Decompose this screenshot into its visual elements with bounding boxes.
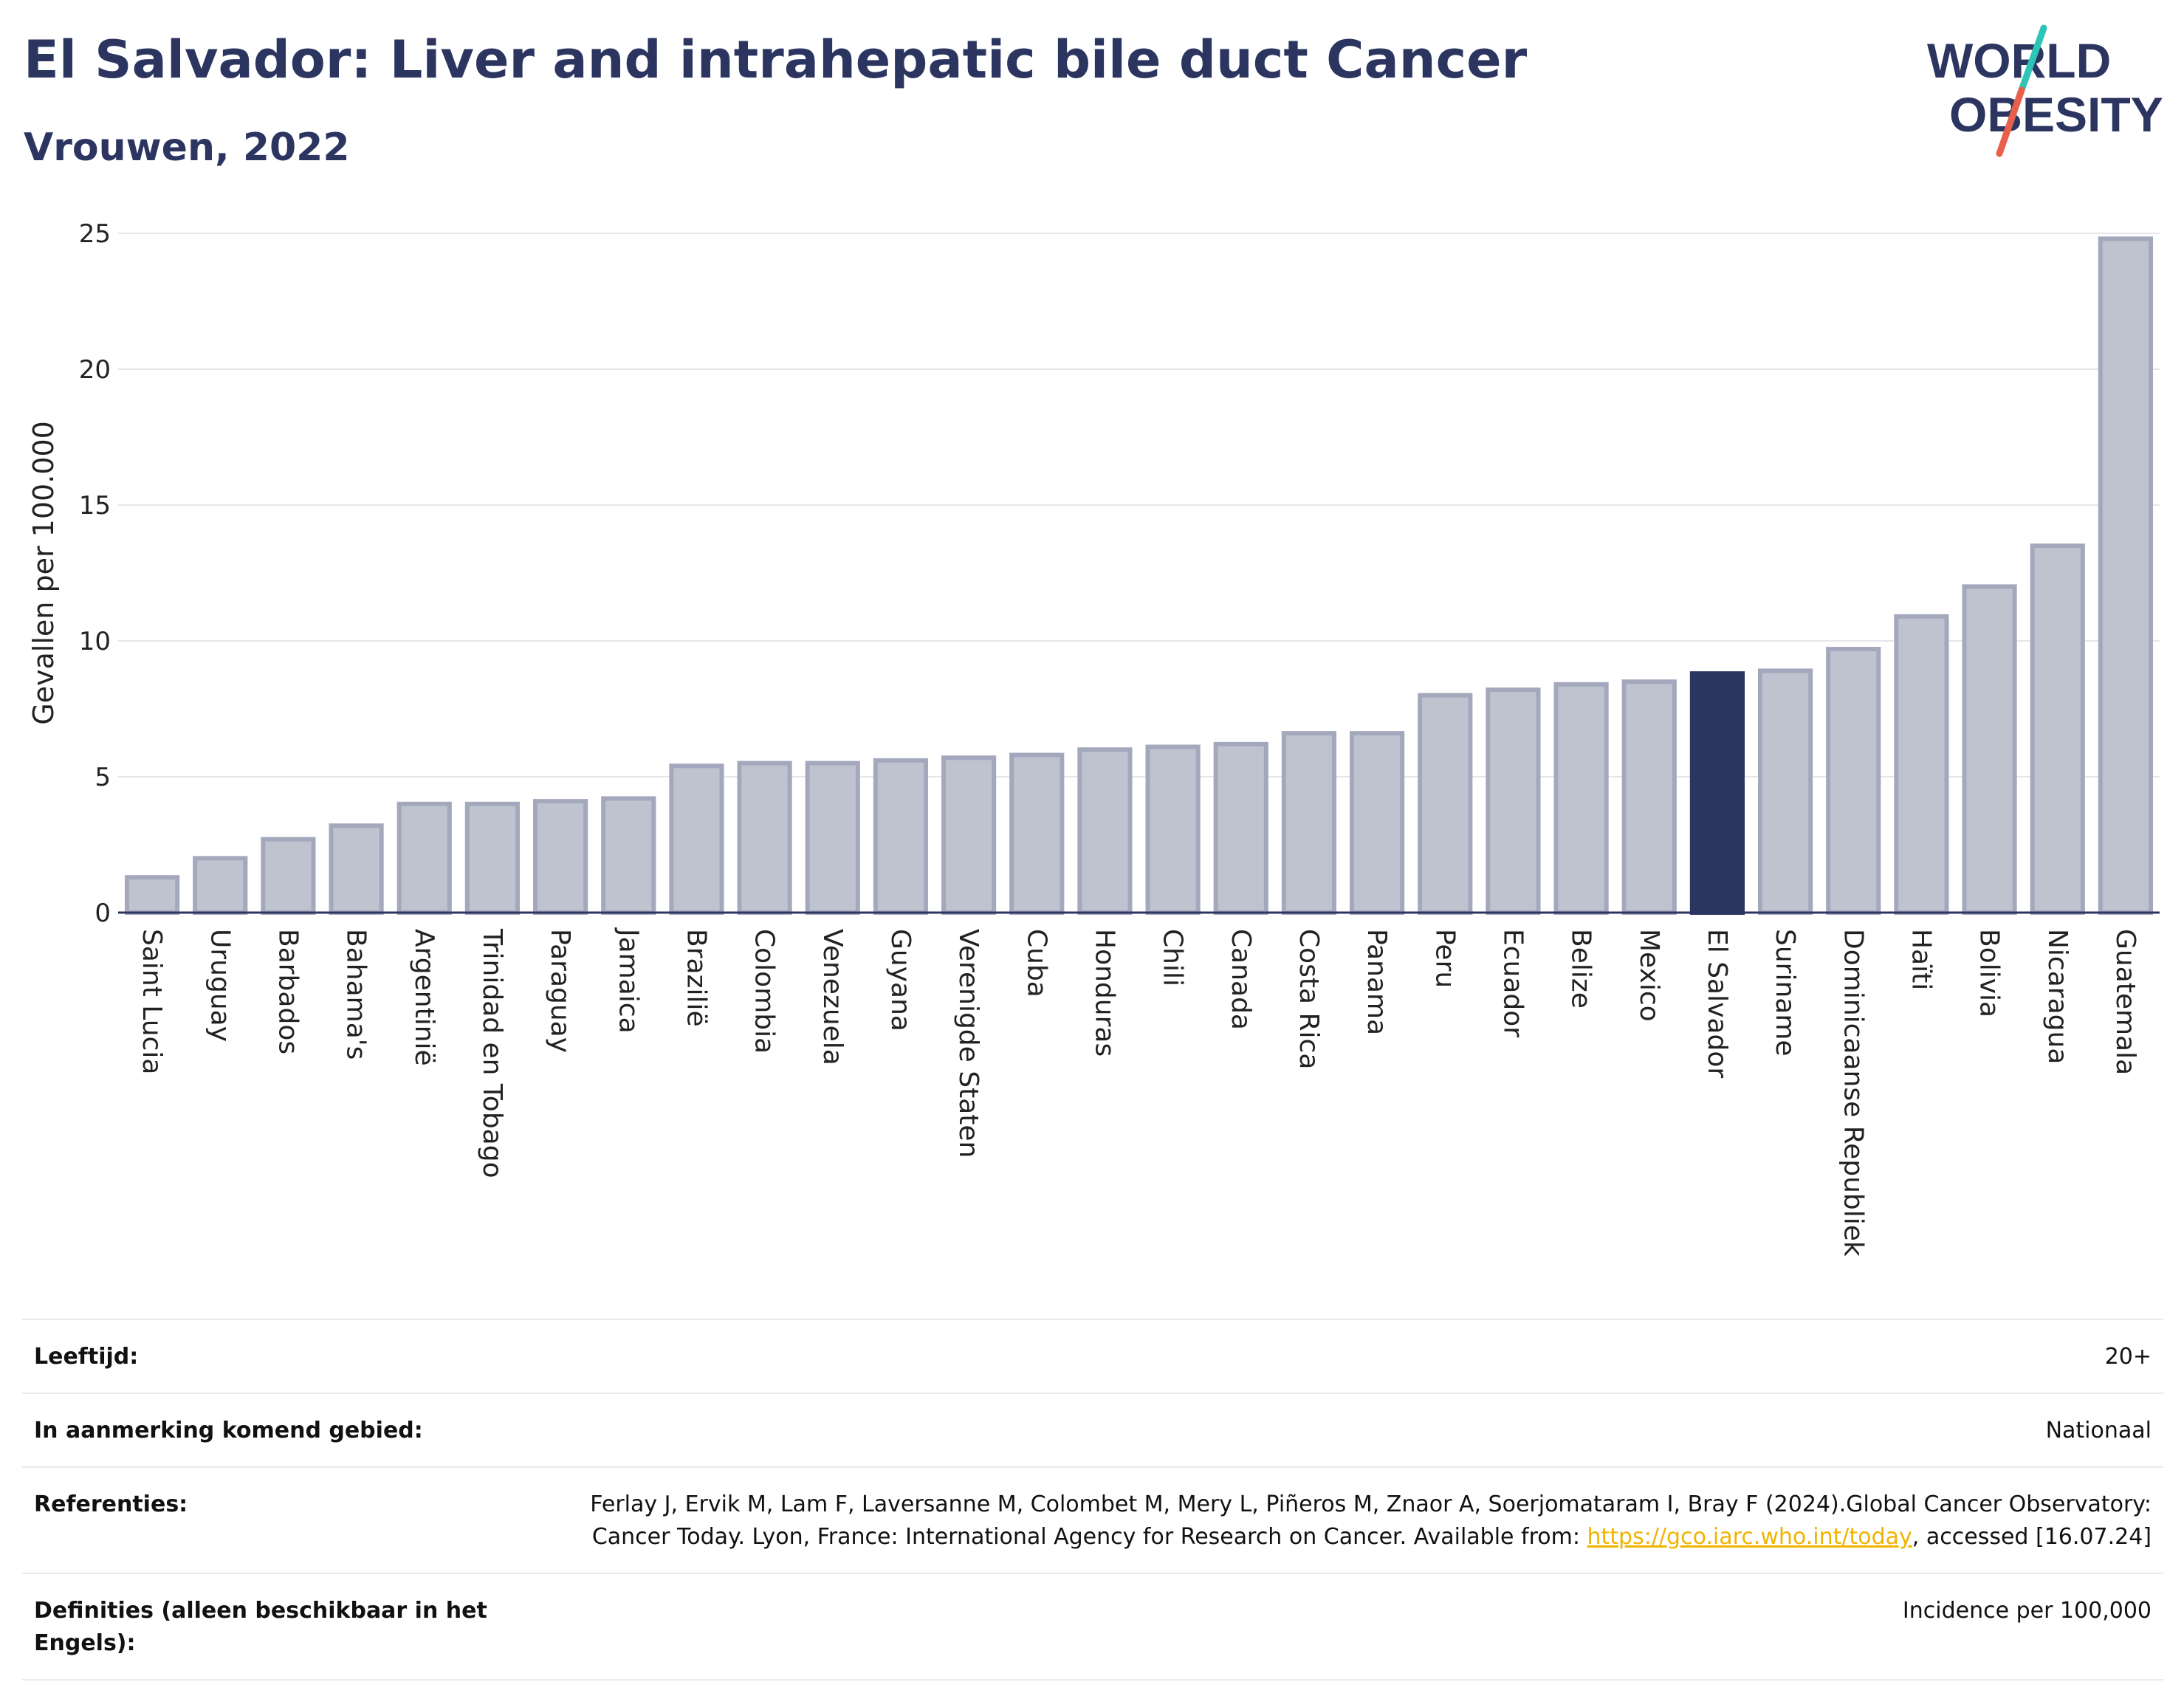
x-tick-label: Belize: [1566, 929, 1596, 1009]
x-tick-label: Jamaica: [613, 927, 643, 1034]
bar: [1077, 747, 1133, 916]
x-tick-label: Trinidad en Tobago: [477, 928, 507, 1178]
x-tick-label: Brazilië: [681, 929, 711, 1027]
bar: [2030, 543, 2085, 915]
y-tick-label: 15: [79, 491, 111, 521]
bar: [1962, 584, 2017, 916]
x-tick-label: Guyana: [885, 929, 916, 1031]
info-label: In aanmerking komend gebied:: [34, 1418, 423, 1443]
x-tick-label: Ecuador: [1497, 929, 1528, 1037]
info-row-definitions: Definities (alleen beschikbaar in het En…: [22, 1573, 2163, 1680]
info-value: 20+: [2104, 1344, 2152, 1370]
info-row-age: Leeftijd: 20+: [22, 1319, 2163, 1393]
bar: [2098, 236, 2154, 915]
info-value: Ferlay J, Ervik M, Lam F, Laversanne M, …: [527, 1489, 2152, 1553]
bar: [193, 856, 248, 916]
bar: [1894, 614, 1949, 915]
bar: [464, 801, 521, 916]
logo-line2: OBESITY: [1949, 87, 2163, 142]
bar: [1689, 671, 1745, 915]
x-tick-label: Nicaragua: [2042, 929, 2073, 1064]
bar: [1757, 668, 1813, 915]
bar: [1621, 679, 1677, 915]
bar: [1281, 731, 1337, 915]
x-tick-label: Verenigde Staten: [953, 929, 983, 1158]
reference-link[interactable]: https://gco.iarc.who.int/today: [1587, 1524, 1912, 1550]
x-tick-label: Uruguay: [205, 929, 235, 1042]
bar-chart: 0 5 10 15 20 25 Gevallen per 100.000 Saint Luci…: [27, 219, 2160, 1257]
x-tick-label: Bahama's: [341, 929, 371, 1060]
x-tick-label: Saint Lucia: [137, 929, 167, 1074]
bar: [669, 763, 724, 916]
bar: [1145, 744, 1201, 916]
bar: [873, 758, 929, 916]
x-tick-label: Costa Rica: [1294, 929, 1324, 1069]
x-tick-label: Chili: [1158, 929, 1188, 986]
bar: [396, 801, 452, 916]
logo-slash-red: [1996, 86, 2025, 157]
x-tick-label: Canada: [1226, 929, 1256, 1030]
x-tick-label: Venezuela: [817, 929, 848, 1065]
info-label: Definities (alleen beschikbaar in het En…: [34, 1598, 487, 1656]
bar: [329, 823, 384, 915]
bar: [261, 837, 316, 916]
x-tick-label: Suriname: [1770, 929, 1800, 1057]
x-tick-label: Panama: [1361, 929, 1392, 1035]
info-table: Leeftijd: 20+ In aanmerking komend gebie…: [22, 1319, 2163, 1680]
info-label: Referenties:: [34, 1491, 188, 1517]
chart-subtitle: Vrouwen, 2022: [24, 126, 350, 170]
info-row-area: In aanmerking komend gebied: Nationaal: [22, 1393, 2163, 1466]
x-tick-label: Cuba: [1021, 929, 1051, 998]
bar: [1418, 693, 1473, 915]
logo-line1: WORLD: [1927, 33, 2111, 88]
bar: [532, 799, 588, 915]
y-tick-label: 25: [79, 219, 111, 249]
x-tick-label: Paraguay: [545, 929, 575, 1053]
bar: [1553, 682, 1609, 915]
info-label: Leeftijd:: [34, 1344, 139, 1370]
bar: [1486, 687, 1541, 915]
chart-title: El Salvador: Liver and intrahepatic bile…: [24, 30, 1528, 90]
x-tick-label: Mexico: [1634, 929, 1664, 1022]
reference-suffix: , accessed [16.07.24]: [1912, 1524, 2152, 1550]
bar: [1349, 731, 1405, 915]
y-tick-label: 5: [95, 763, 111, 792]
y-tick-label: 10: [79, 627, 111, 656]
x-tick-label: Peru: [1429, 929, 1460, 988]
x-tick-label: El Salvador: [1702, 929, 1732, 1078]
x-tick-label: Colombia: [749, 929, 780, 1054]
x-tick-label: Haïti: [1906, 929, 1936, 990]
reference-text: Ferlay J, Ervik M, Lam F, Laversanne M, …: [590, 1491, 2152, 1550]
info-row-references: Referenties: Ferlay J, Ervik M, Lam F, L…: [22, 1466, 2163, 1573]
bar: [737, 761, 792, 915]
x-tick-label: Guatemala: [2110, 929, 2140, 1075]
bar: [124, 875, 180, 916]
x-tick-label: Dominicaanse Republiek: [1838, 929, 1868, 1257]
bar: [805, 761, 860, 915]
y-axis-label: Gevallen per 100.000: [27, 421, 60, 725]
info-value: Incidence per 100,000: [1902, 1598, 2152, 1624]
y-tick-label: 20: [79, 355, 111, 385]
info-value: Nationaal: [2045, 1418, 2152, 1443]
x-tick-label: Bolivia: [1974, 929, 2005, 1017]
x-tick-label: Argentinië: [409, 929, 439, 1066]
bar: [941, 755, 997, 915]
world-obesity-logo: WORLD OBESITY: [1927, 24, 2163, 157]
x-tick-label: Honduras: [1089, 929, 1119, 1057]
x-tick-label: Barbados: [272, 929, 303, 1054]
y-tick-label: 0: [95, 899, 111, 928]
bar: [601, 796, 656, 915]
bar: [1826, 647, 1881, 915]
bar: [1009, 752, 1065, 915]
logo-slash-teal: [2018, 24, 2047, 94]
bar: [1213, 741, 1268, 916]
